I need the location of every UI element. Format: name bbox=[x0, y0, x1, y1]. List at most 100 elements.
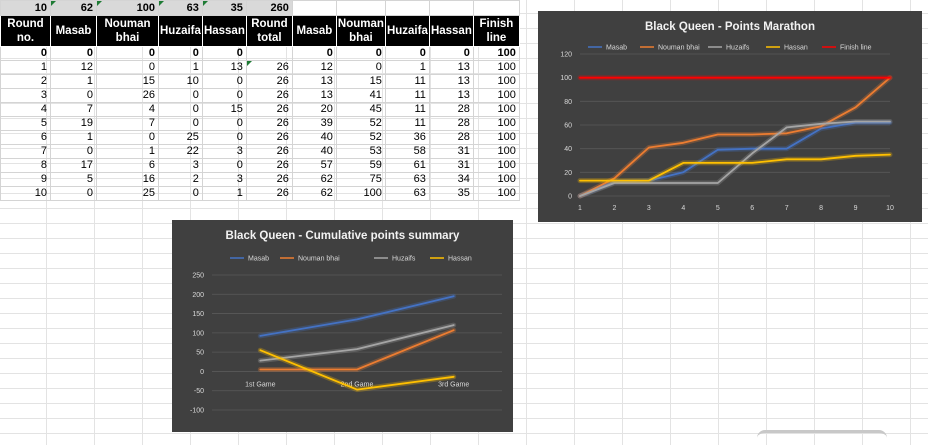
table-cell[interactable]: 1 bbox=[158, 60, 203, 75]
table-cell[interactable]: 12 bbox=[50, 60, 97, 75]
table-cell[interactable]: 1 bbox=[50, 74, 97, 89]
column-header[interactable]: Round no. bbox=[0, 15, 51, 47]
column-header[interactable]: Nouman bhai bbox=[96, 15, 159, 47]
total-cell[interactable]: 260 bbox=[245, 0, 293, 16]
table-cell[interactable]: 100 bbox=[472, 102, 520, 117]
table-cell[interactable]: 6 bbox=[0, 130, 51, 145]
table-cell[interactable]: 25 bbox=[158, 130, 203, 145]
table-cell[interactable] bbox=[245, 46, 293, 61]
table-cell[interactable]: 0 bbox=[201, 116, 247, 131]
table-cell[interactable]: 0 bbox=[201, 74, 247, 89]
table-cell[interactable]: 13 bbox=[201, 60, 247, 75]
table-cell[interactable]: 0 bbox=[50, 88, 97, 103]
table-cell[interactable]: 26 bbox=[245, 60, 293, 75]
table-cell[interactable]: 0 bbox=[50, 46, 97, 61]
table-cell[interactable]: 1 bbox=[96, 144, 159, 159]
table-cell[interactable]: 58 bbox=[384, 144, 430, 159]
table-cell[interactable]: 0 bbox=[201, 46, 247, 61]
table-cell[interactable]: 57 bbox=[291, 158, 337, 173]
table-cell[interactable]: 8 bbox=[0, 158, 51, 173]
table-cell[interactable]: 100 bbox=[472, 60, 520, 75]
column-header[interactable]: Masab bbox=[50, 15, 97, 47]
table-cell[interactable]: 100 bbox=[472, 46, 520, 61]
table-cell[interactable]: 36 bbox=[384, 130, 430, 145]
table-cell[interactable]: 26 bbox=[245, 130, 293, 145]
table-cell[interactable]: 0 bbox=[384, 46, 430, 61]
table-cell[interactable]: 11 bbox=[384, 88, 430, 103]
table-cell[interactable]: 19 bbox=[50, 116, 97, 131]
table-cell[interactable]: 26 bbox=[96, 88, 159, 103]
table-cell[interactable]: 13 bbox=[428, 74, 474, 89]
table-cell[interactable]: 0 bbox=[201, 158, 247, 173]
table-cell[interactable]: 15 bbox=[335, 74, 386, 89]
table-cell[interactable]: 0 bbox=[158, 116, 203, 131]
table-cell[interactable]: 26 bbox=[245, 172, 293, 187]
column-header[interactable]: Round total bbox=[245, 15, 293, 47]
table-cell[interactable]: 3 bbox=[0, 88, 51, 103]
table-cell[interactable]: 75 bbox=[335, 172, 386, 187]
column-header[interactable]: Finish line bbox=[472, 15, 520, 47]
empty-cell[interactable] bbox=[472, 0, 520, 16]
table-cell[interactable]: 3 bbox=[201, 172, 247, 187]
table-cell[interactable]: 2 bbox=[0, 74, 51, 89]
table-cell[interactable]: 11 bbox=[384, 116, 430, 131]
table-cell[interactable]: 4 bbox=[0, 102, 51, 117]
table-cell[interactable]: 0 bbox=[201, 130, 247, 145]
table-cell[interactable]: 0 bbox=[428, 46, 474, 61]
table-cell[interactable]: 28 bbox=[428, 116, 474, 131]
table-cell[interactable]: 9 bbox=[0, 172, 51, 187]
table-cell[interactable]: 0 bbox=[158, 88, 203, 103]
table-cell[interactable]: 100 bbox=[472, 88, 520, 103]
table-cell[interactable]: 13 bbox=[428, 60, 474, 75]
table-cell[interactable]: 100 bbox=[472, 186, 520, 201]
table-cell[interactable]: 40 bbox=[291, 130, 337, 145]
table-cell[interactable]: 53 bbox=[335, 144, 386, 159]
table-cell[interactable]: 0 bbox=[0, 46, 51, 61]
total-cell[interactable]: 35 bbox=[201, 0, 247, 16]
table-cell[interactable]: 40 bbox=[291, 144, 337, 159]
table-cell[interactable]: 5 bbox=[0, 116, 51, 131]
table-cell[interactable]: 0 bbox=[335, 46, 386, 61]
empty-cell[interactable] bbox=[428, 0, 474, 16]
empty-cell[interactable] bbox=[335, 0, 386, 16]
table-cell[interactable]: 15 bbox=[201, 102, 247, 117]
table-cell[interactable]: 1 bbox=[0, 60, 51, 75]
table-cell[interactable]: 1 bbox=[384, 60, 430, 75]
table-cell[interactable]: 100 bbox=[472, 144, 520, 159]
table-cell[interactable]: 100 bbox=[335, 186, 386, 201]
table-cell[interactable]: 61 bbox=[384, 158, 430, 173]
table-cell[interactable]: 11 bbox=[384, 102, 430, 117]
table-cell[interactable]: 1 bbox=[201, 186, 247, 201]
table-cell[interactable]: 12 bbox=[291, 60, 337, 75]
table-cell[interactable]: 0 bbox=[291, 46, 337, 61]
column-header[interactable]: Hassan bbox=[428, 15, 474, 47]
table-cell[interactable]: 26 bbox=[245, 158, 293, 173]
column-header[interactable]: Huzaifa bbox=[384, 15, 430, 47]
table-cell[interactable]: 25 bbox=[96, 186, 159, 201]
table-cell[interactable]: 100 bbox=[472, 116, 520, 131]
table-cell[interactable]: 0 bbox=[96, 60, 159, 75]
table-cell[interactable]: 13 bbox=[428, 88, 474, 103]
total-cell[interactable]: 62 bbox=[50, 0, 97, 16]
points-marathon-chart[interactable]: Black Queen - Points Marathon Masab Nouman… bbox=[538, 11, 922, 222]
table-cell[interactable]: 7 bbox=[0, 144, 51, 159]
table-cell[interactable]: 62 bbox=[291, 172, 337, 187]
table-cell[interactable]: 62 bbox=[291, 186, 337, 201]
table-cell[interactable]: 5 bbox=[50, 172, 97, 187]
table-cell[interactable]: 26 bbox=[245, 102, 293, 117]
total-cell[interactable]: 100 bbox=[96, 0, 159, 16]
table-cell[interactable]: 100 bbox=[472, 158, 520, 173]
table-cell[interactable]: 39 bbox=[291, 116, 337, 131]
empty-cell[interactable] bbox=[291, 0, 337, 16]
table-cell[interactable]: 26 bbox=[245, 88, 293, 103]
table-cell[interactable]: 26 bbox=[245, 74, 293, 89]
table-cell[interactable]: 0 bbox=[96, 46, 159, 61]
column-header[interactable]: Nouman bhai bbox=[335, 15, 386, 47]
table-cell[interactable]: 0 bbox=[158, 46, 203, 61]
table-cell[interactable]: 0 bbox=[201, 88, 247, 103]
table-cell[interactable]: 31 bbox=[428, 144, 474, 159]
table-cell[interactable]: 28 bbox=[428, 102, 474, 117]
table-cell[interactable]: 26 bbox=[245, 144, 293, 159]
table-cell[interactable]: 7 bbox=[50, 102, 97, 117]
table-cell[interactable]: 100 bbox=[472, 172, 520, 187]
